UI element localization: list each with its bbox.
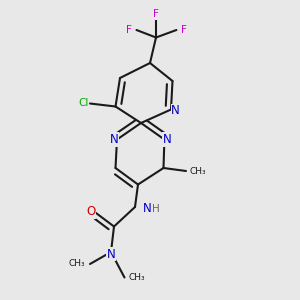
- Text: CH₃: CH₃: [128, 273, 145, 282]
- Text: CH₃: CH₃: [190, 167, 206, 176]
- Text: CH₃: CH₃: [69, 260, 85, 268]
- Text: N: N: [163, 133, 172, 146]
- Text: F: F: [153, 9, 159, 20]
- Text: F: F: [126, 25, 132, 35]
- Text: N: N: [110, 133, 118, 146]
- Text: N: N: [171, 104, 180, 118]
- Text: H: H: [152, 203, 159, 214]
- Text: O: O: [86, 205, 95, 218]
- Text: N: N: [142, 202, 152, 215]
- Text: N: N: [106, 248, 116, 261]
- Text: F: F: [181, 25, 187, 35]
- Text: Cl: Cl: [78, 98, 88, 109]
